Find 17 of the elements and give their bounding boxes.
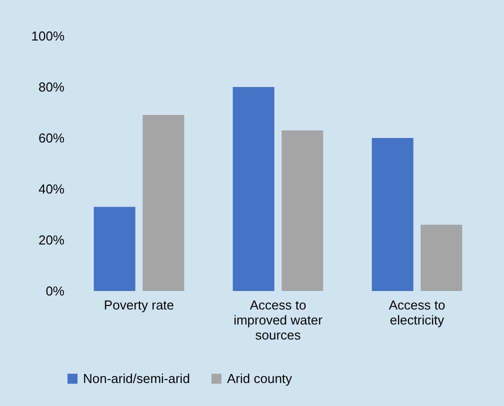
bar bbox=[232, 87, 274, 291]
bar bbox=[94, 206, 136, 291]
y-tick-label: 20% bbox=[38, 232, 65, 248]
y-tick-label: 100% bbox=[31, 28, 65, 44]
bar bbox=[282, 130, 324, 291]
y-tick-label: 40% bbox=[38, 182, 65, 196]
x-tick-label: Poverty rate bbox=[104, 298, 174, 312]
y-tick-label: 80% bbox=[38, 80, 65, 94]
legend-label: Non-arid/semi-arid bbox=[83, 370, 190, 386]
x-tick-label: Access to improved water sources bbox=[234, 298, 324, 342]
bar bbox=[142, 115, 184, 291]
y-tick-label: 60% bbox=[38, 130, 65, 146]
x-tick-label: Access to electricity bbox=[388, 298, 446, 328]
bar bbox=[420, 224, 462, 291]
legend-label: Arid county bbox=[227, 370, 293, 386]
bar bbox=[372, 138, 414, 291]
y-tick-label: 0% bbox=[46, 284, 65, 298]
